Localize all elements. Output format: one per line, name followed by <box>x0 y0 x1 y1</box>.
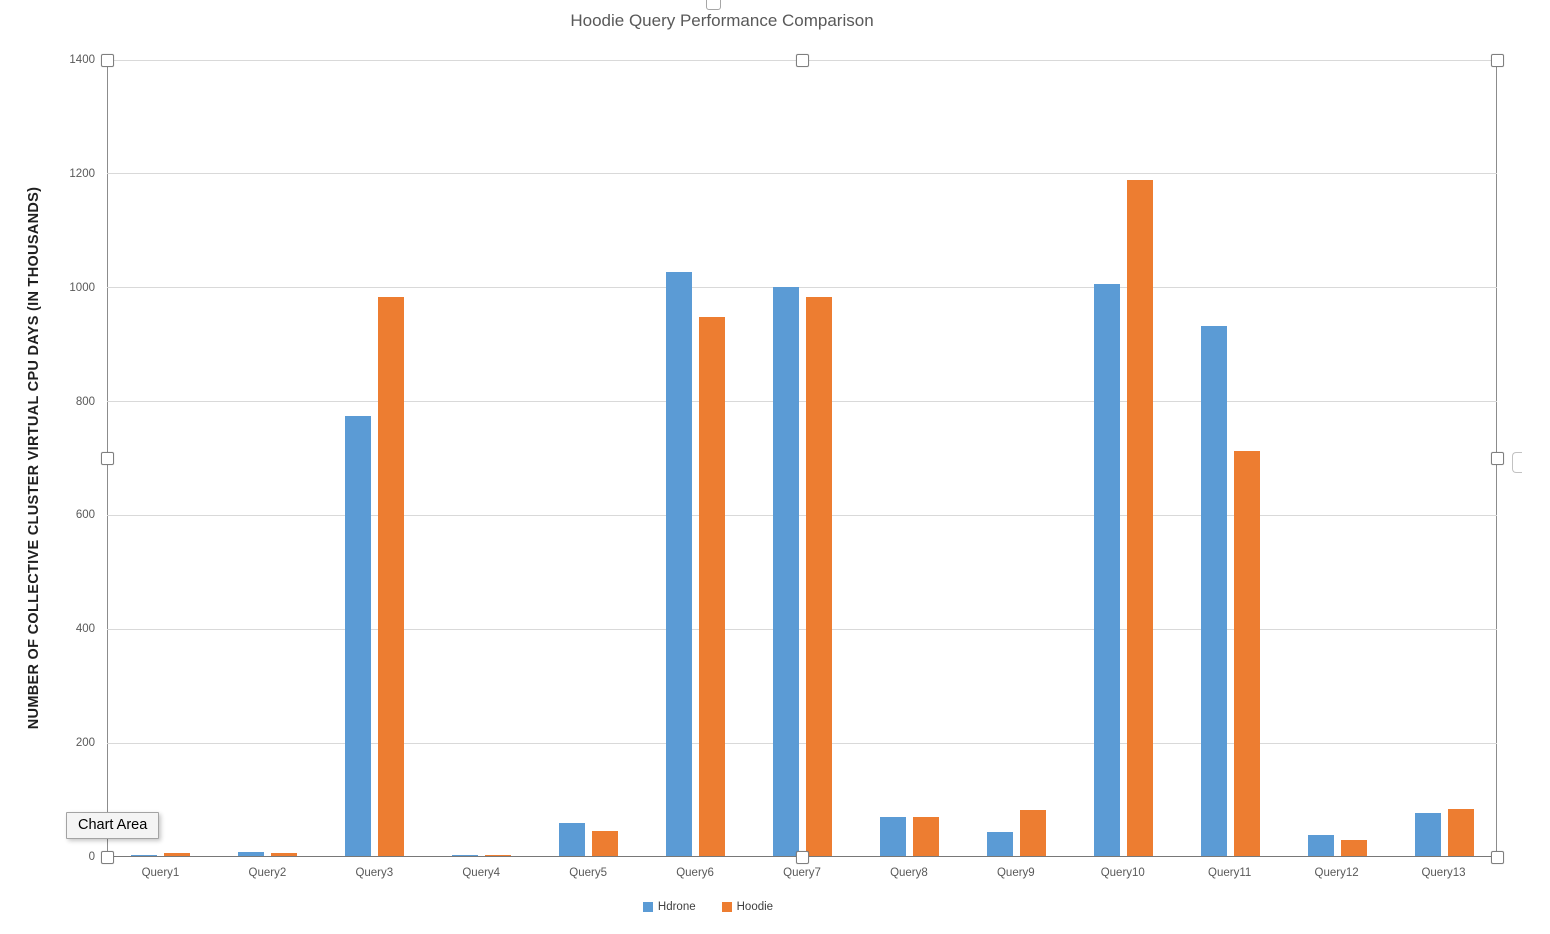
bar-hdrone-query3[interactable] <box>345 415 372 857</box>
major-gridline <box>107 401 1497 403</box>
chart-frame-top-handle[interactable] <box>706 0 721 10</box>
selection-handle-6[interactable] <box>795 850 809 864</box>
bar-hdrone-query8[interactable] <box>879 817 906 857</box>
plot-area-selection-frame[interactable] <box>107 60 1497 857</box>
y-axis-tick-label[interactable]: 400 <box>75 623 95 636</box>
bar-hoodie-query5[interactable] <box>592 830 619 857</box>
y-axis-title[interactable]: NUMBER OF COLLECTIVE CLUSTER VIRTUAL CPU… <box>26 186 42 730</box>
major-gridline <box>107 173 1497 175</box>
x-axis-tick-label[interactable]: Query4 <box>462 867 501 879</box>
bar-hdrone-query5[interactable] <box>559 822 586 857</box>
bar-hdrone-query9[interactable] <box>986 831 1013 857</box>
hoodie-swatch-icon <box>721 902 732 912</box>
x-axis-tick-label[interactable]: Query1 <box>141 867 180 879</box>
bar-hoodie-query1[interactable] <box>164 853 191 857</box>
x-axis-tick-label[interactable]: Query9 <box>996 867 1035 879</box>
bar-hoodie-query7[interactable] <box>806 297 832 857</box>
y-axis-tick-label[interactable]: 800 <box>75 395 95 408</box>
bar-hoodie-query12[interactable] <box>1340 839 1367 857</box>
x-axis-tick-label[interactable]: Query8 <box>890 867 928 879</box>
bar-hoodie-query13[interactable] <box>1447 809 1474 857</box>
bar-hoodie-query2[interactable] <box>271 853 298 857</box>
y-axis-tick-label[interactable]: 0 <box>88 851 95 863</box>
selection-handle-3[interactable] <box>100 452 114 465</box>
bar-hdrone-query2[interactable] <box>238 852 265 857</box>
bar-hdrone-query13[interactable] <box>1414 813 1441 857</box>
y-axis-tick-label[interactable]: 1000 <box>69 281 95 294</box>
bar-hoodie-query6[interactable] <box>699 317 726 857</box>
bar-hdrone-query11[interactable] <box>1200 326 1227 857</box>
legend-item-hoodie[interactable]: Hoodie <box>721 901 774 913</box>
bar-hdrone-query6[interactable] <box>666 272 693 857</box>
bar-hoodie-query10[interactable] <box>1126 179 1153 857</box>
chart-legend: Hdrone Hoodie <box>0 901 1416 913</box>
selection-handle-5[interactable] <box>100 850 114 864</box>
bar-hoodie-query9[interactable] <box>1019 810 1046 857</box>
selection-handle-7[interactable] <box>1490 850 1504 864</box>
y-axis-tick-label[interactable]: 1400 <box>69 54 95 66</box>
bar-hdrone-query7[interactable] <box>773 286 799 857</box>
legend-label-hdrone: Hdrone <box>657 901 696 913</box>
x-axis-tick-label[interactable]: Query3 <box>355 867 394 879</box>
bar-hdrone-query10[interactable] <box>1093 284 1120 857</box>
major-gridline <box>107 287 1497 289</box>
legend-item-hdrone[interactable]: Hdrone <box>642 901 696 913</box>
x-axis-tick-label[interactable]: Query5 <box>569 867 607 879</box>
selection-handle-2[interactable] <box>1490 53 1504 67</box>
x-axis-tick-label[interactable]: Query6 <box>676 867 714 879</box>
x-axis-tick-label[interactable]: Query13 <box>1421 867 1466 879</box>
selection-handle-4[interactable] <box>1490 452 1504 465</box>
y-axis-tick-label[interactable]: 600 <box>75 509 95 522</box>
major-gridline <box>107 628 1497 630</box>
hdrone-swatch-icon <box>642 902 653 912</box>
selection-handle-0[interactable] <box>100 53 114 67</box>
selection-handle-1[interactable] <box>795 53 809 67</box>
x-axis-tick-label[interactable]: Query12 <box>1314 867 1359 879</box>
bar-hdrone-query1[interactable] <box>131 854 158 857</box>
bar-hoodie-query4[interactable] <box>485 854 512 857</box>
chart-frame-right-handle[interactable] <box>1512 452 1522 473</box>
chart-title[interactable]: Hoodie Query Performance Comparison <box>570 11 874 30</box>
x-axis-tick-label[interactable]: Query10 <box>1100 867 1145 879</box>
x-axis-tick-label[interactable]: Query11 <box>1208 867 1252 879</box>
x-axis-tick-label[interactable]: Query2 <box>248 867 287 879</box>
x-axis-tick-label[interactable]: Query7 <box>783 867 821 879</box>
major-gridline <box>107 742 1497 744</box>
bar-hoodie-query3[interactable] <box>378 297 405 857</box>
bar-hoodie-query8[interactable] <box>912 816 939 857</box>
chart-area-tooltip: Chart Area <box>66 812 160 839</box>
y-axis-tick-label[interactable]: 1200 <box>69 167 95 180</box>
y-axis-tick-label[interactable]: 200 <box>75 737 95 750</box>
major-gridline <box>107 514 1497 516</box>
bar-hdrone-query12[interactable] <box>1307 834 1334 857</box>
legend-label-hoodie: Hoodie <box>736 901 774 913</box>
bar-hoodie-query11[interactable] <box>1233 450 1260 857</box>
